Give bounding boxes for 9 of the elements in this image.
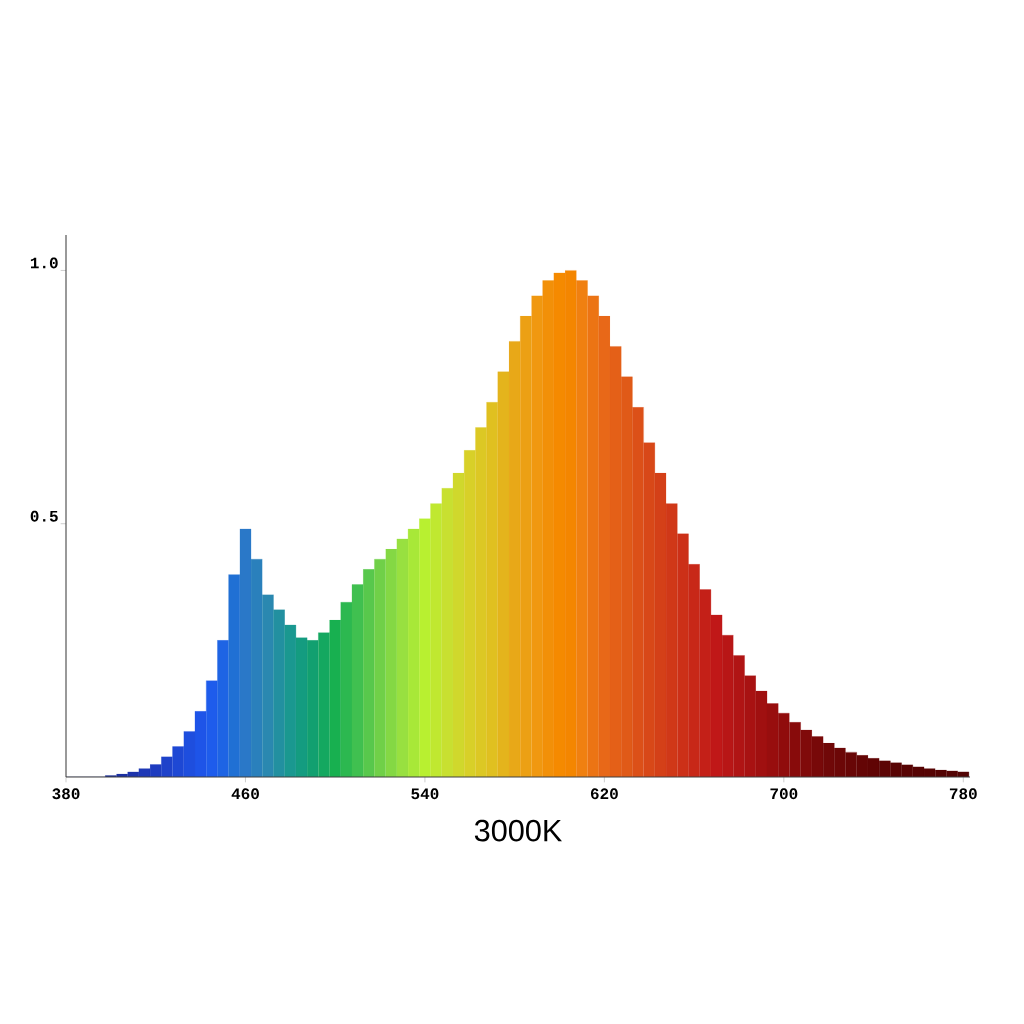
y-tick-label: 1.0: [30, 257, 58, 269]
x-tick-label: 620: [590, 788, 618, 800]
y-tick-label: 0.5: [30, 510, 58, 522]
text: 3000K: [474, 819, 562, 842]
x-tick-label: 460: [231, 788, 259, 800]
x-tick-label: 700: [770, 788, 798, 800]
x-tick-label: 780: [949, 788, 977, 800]
x-tick-label: 380: [52, 788, 80, 800]
x-tick-label: 540: [411, 788, 439, 800]
